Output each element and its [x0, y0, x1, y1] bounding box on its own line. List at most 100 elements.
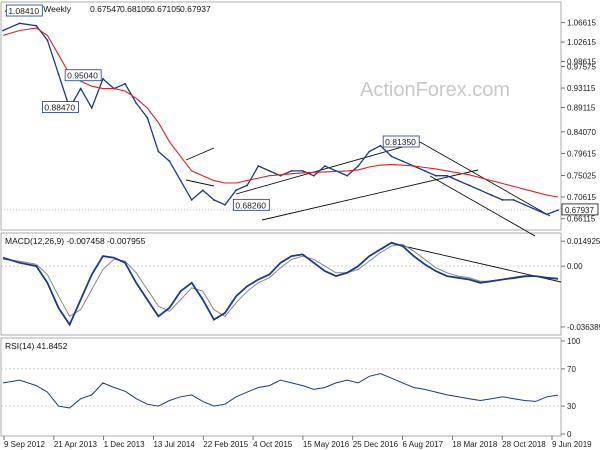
price-series [2, 22, 559, 216]
price-point [157, 150, 160, 153]
price-ytick-label: 0.84070 [567, 128, 596, 137]
x-tick-label: 18 Mar 2018 [452, 440, 497, 449]
price-panel-frame [0, 1, 562, 231]
price-ytick-label: 0.66115 [567, 215, 596, 224]
price-point [213, 199, 215, 201]
macd-signal-line [2, 243, 559, 317]
price-ytick-label: 0.75025 [567, 172, 596, 181]
price-annotation-box [232, 198, 270, 211]
price-annotation-label: 1.08410 [8, 6, 39, 16]
price-point [124, 82, 126, 85]
rsi-ytick-label: 0 [567, 430, 572, 439]
price-line [2, 22, 559, 216]
price-point [235, 189, 238, 192]
last-price-label: 0.67937 [565, 206, 594, 215]
x-tick-label: 13 Jul 2014 [153, 440, 195, 449]
x-tick-label: 9 Sep 2012 [4, 440, 45, 449]
rsi-series [2, 373, 559, 409]
x-axis: 9 Sep 2012 21 Apr 2013 1 Dec 2013 13 Jul 20… [3, 436, 592, 449]
rsi-panel-frame [0, 337, 562, 437]
price-annotation-box [382, 135, 420, 148]
rsi-y-axis: 100 70 30 0 [1, 337, 581, 439]
price-point [546, 213, 548, 216]
price-ytick-label: 0.70615 [567, 193, 596, 202]
x-tick-label: 21 Apr 2013 [54, 440, 98, 449]
triangle-upper-line [185, 147, 215, 161]
price-point [490, 194, 493, 196]
price-point [257, 165, 260, 167]
price-point [523, 203, 526, 206]
macd-ytick-label: -0.036389 [567, 323, 600, 332]
price-point [35, 24, 38, 27]
price-low: 0.67105 [150, 4, 181, 14]
price-point [423, 169, 426, 172]
downtrend-lower-line [429, 175, 536, 237]
price-point [534, 208, 537, 211]
x-tick-label: 1 Dec 2013 [104, 440, 145, 449]
x-tick-label: 22 Feb 2015 [203, 440, 248, 449]
triangle-lower-line [185, 179, 215, 187]
price-annotation-label: 0.95040 [67, 71, 98, 81]
price-point [357, 165, 360, 167]
price-ytick-label: 0.98615 [567, 57, 596, 66]
price-point [246, 184, 249, 187]
price-point [379, 144, 382, 147]
x-tick-label: 15 May 2016 [303, 440, 350, 449]
rsi-ytick-label: 100 [567, 337, 581, 346]
price-high: 0.68105 [120, 4, 151, 14]
price-ytick-label: 0.79615 [567, 149, 596, 158]
price-ytick-label: 1.06615 [567, 19, 596, 28]
price-point [301, 169, 304, 172]
x-tick-label: 9 Jun 2019 [552, 440, 592, 449]
x-tick-label: 25 Dec 2016 [353, 440, 399, 449]
price-point [146, 116, 149, 119]
price-ytick-label: 0.89115 [567, 103, 596, 112]
rsi-title: RSI(14) 41.8452 [5, 341, 68, 351]
price-ytick-label: 0.97575 [567, 62, 596, 71]
price-close: 0.67937 [180, 4, 211, 14]
price-point [390, 155, 393, 158]
price-point [312, 174, 315, 177]
price-ytick-label: 1.02615 [567, 38, 596, 47]
price-point [168, 160, 171, 163]
price-point [190, 199, 193, 201]
rsi-ytick-label: 70 [567, 365, 576, 374]
price-point [324, 165, 326, 167]
price-annotation-label: 0.81350 [385, 137, 416, 147]
price-point [224, 203, 226, 206]
price-point [512, 199, 515, 201]
price-point [201, 189, 204, 192]
price-point [368, 150, 371, 153]
price-point [90, 107, 93, 109]
macd-panel-frame [0, 232, 562, 336]
price-point [346, 174, 348, 177]
price-point [46, 39, 49, 42]
price-annotation-box [42, 101, 79, 113]
macd-ytick-label: 0.00 [567, 262, 583, 271]
x-tick-label: 4 Oct 2015 [253, 440, 293, 449]
price-point [2, 29, 4, 32]
macd-line [2, 241, 559, 327]
macd-series [2, 241, 559, 327]
price-point [290, 169, 293, 172]
price-point [179, 179, 182, 182]
rsi-ytick-label: 30 [567, 402, 576, 411]
price-point [57, 73, 60, 75]
price-annotation-box [5, 4, 43, 17]
price-annotations: 1.08410 0.95040 0.88470 0.68260 0.81350 [5, 4, 420, 211]
price-point [435, 174, 437, 177]
price-point [479, 189, 482, 192]
moving-average-line [2, 27, 559, 198]
price-annotation-label: 0.68260 [235, 200, 266, 210]
price-point [468, 184, 471, 187]
rsi-line [2, 373, 559, 409]
price-point [135, 102, 138, 105]
price-annotation-label: 0.88470 [44, 103, 75, 113]
channel-lower-line [261, 169, 479, 221]
price-annotation-box [64, 69, 102, 82]
price-ytick-label: 0.93115 [567, 84, 596, 93]
price-point [102, 78, 104, 80]
